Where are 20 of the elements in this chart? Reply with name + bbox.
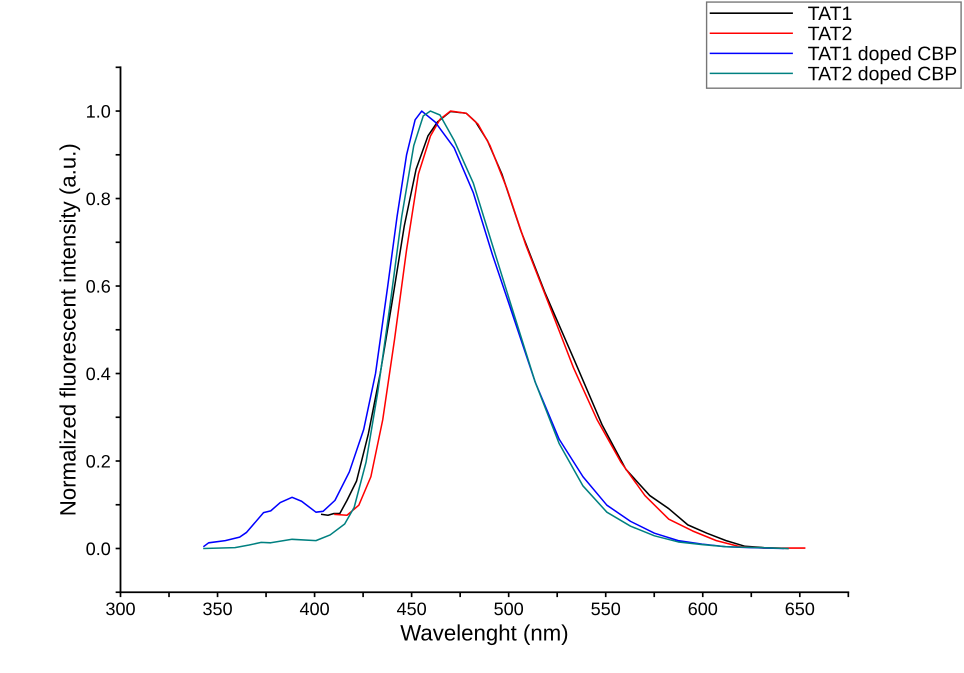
- legend-label: TAT2 doped CBP: [808, 66, 956, 84]
- legend-label: TAT2: [808, 26, 852, 40]
- y-tick-label: 0.6: [86, 280, 110, 293]
- x-tick-label: 400: [300, 602, 329, 616]
- x-tick-label: 500: [494, 602, 524, 616]
- y-tick-label: 0.4: [86, 367, 110, 380]
- x-tick-label: 600: [688, 602, 718, 616]
- x-tick-label: 450: [396, 602, 426, 616]
- y-axis-title: Normalized fluorescent intensity (a.u.): [59, 144, 80, 514]
- legend-label: TAT1: [808, 6, 852, 20]
- x-tick-label: 300: [106, 602, 135, 616]
- x-axis-title: Wavelenght (nm): [400, 624, 568, 646]
- x-tick-label: 550: [591, 602, 620, 616]
- y-tick-label: 0.8: [86, 192, 110, 206]
- y-tick-label: 1.0: [87, 104, 110, 118]
- x-tick-label: 650: [786, 602, 814, 616]
- x-tick-label: 350: [203, 602, 232, 616]
- y-tick-label: 0.2: [86, 454, 110, 468]
- y-tick-label: 0.0: [86, 542, 110, 556]
- legend-label: TAT1 doped CBP: [808, 46, 956, 64]
